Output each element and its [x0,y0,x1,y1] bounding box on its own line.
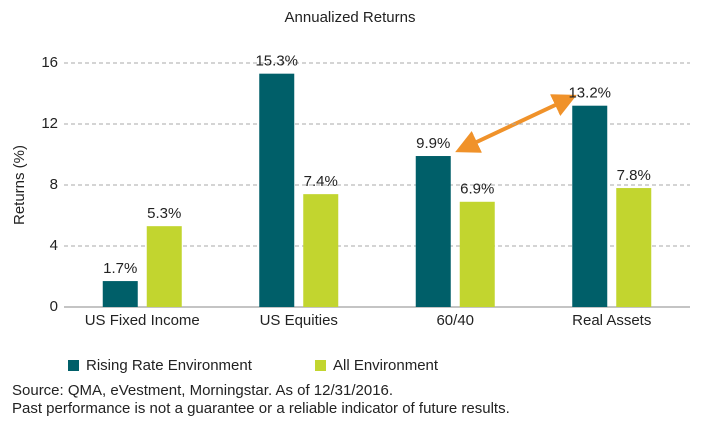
value-label: 5.3% [147,205,181,222]
legend-label: Rising Rate Environment [86,357,253,374]
value-label: 1.7% [103,260,137,277]
y-tick-label: 16 [41,54,58,71]
bar [102,281,138,307]
y-tick-label: 8 [50,176,58,193]
y-tick-label: 4 [50,237,58,254]
x-tick-label: Real Assets [572,312,651,329]
x-tick-label: US Fixed Income [85,312,200,329]
value-label: 15.3% [255,53,298,70]
y-tick-label: 0 [50,298,58,315]
value-label: 6.9% [460,181,494,198]
bar [459,201,495,307]
legend-swatch [315,360,326,371]
legend-label: All Environment [333,357,439,374]
value-label: 7.8% [617,167,651,184]
value-label: 13.2% [568,85,611,102]
x-tick-label: 60/40 [436,312,474,329]
y-axis-label: Returns (%) [11,145,28,225]
disclaimer-note: Past performance is not a guarantee or a… [12,400,510,417]
source-note: Source: QMA, eVestment, Morningstar. As … [12,382,393,399]
bar [303,194,339,307]
bar [415,156,451,307]
chart-title: Annualized Returns [285,9,416,26]
value-label: 9.9% [416,135,450,152]
bar [259,73,295,307]
value-label: 7.4% [304,173,338,190]
bar [616,188,652,307]
bar [572,105,608,307]
x-tick-label: US Equities [260,312,338,329]
y-tick-label: 12 [41,115,58,132]
bar [146,226,182,307]
legend-swatch [68,360,79,371]
